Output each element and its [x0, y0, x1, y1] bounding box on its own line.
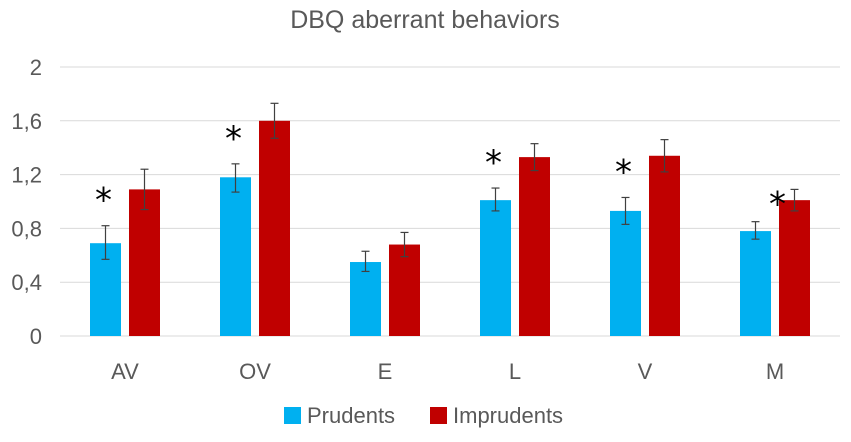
- bar-imprudents-v: [649, 155, 680, 336]
- legend-label-imprudents: Imprudents: [453, 403, 563, 428]
- bar-prudents-v: [610, 210, 641, 336]
- x-tick-label: E: [378, 359, 393, 384]
- y-tick-label: 0,4: [11, 270, 42, 295]
- bar-prudents-l: [480, 200, 511, 336]
- x-tick-label: AV: [111, 359, 139, 384]
- y-tick-label: 0,8: [11, 216, 42, 241]
- y-axis-ticks: 0 0,4 0,8 1,2 1,6 2: [11, 55, 42, 349]
- significance-star: *: [225, 119, 242, 159]
- significance-star: *: [485, 143, 502, 183]
- significance-star: *: [615, 152, 632, 192]
- y-tick-label: 1,6: [11, 109, 42, 134]
- legend-swatch-prudents: [284, 407, 301, 424]
- error-bars: [101, 102, 799, 273]
- bar-prudents-m: [740, 231, 771, 336]
- bar-prudents-ov: [220, 177, 251, 336]
- bars: [90, 120, 810, 336]
- chart-title: DBQ aberrant behaviors: [290, 6, 560, 34]
- bar-imprudents-e: [389, 244, 420, 336]
- bar-imprudents-ov: [259, 120, 290, 336]
- x-tick-label: L: [509, 359, 521, 384]
- y-tick-label: 0: [30, 324, 42, 349]
- y-tick-label: 1,2: [11, 163, 42, 188]
- legend: Prudents Imprudents: [284, 403, 563, 428]
- bar-imprudents-av: [129, 189, 160, 336]
- x-axis-ticks: AV OV E L V M: [111, 359, 784, 384]
- x-tick-label: OV: [239, 359, 271, 384]
- x-tick-label: V: [638, 359, 653, 384]
- x-tick-label: M: [766, 359, 784, 384]
- y-tick-label: 2: [30, 55, 42, 80]
- significance-markers: * * * * *: [95, 119, 786, 225]
- bar-imprudents-m: [779, 200, 810, 336]
- significance-star: *: [769, 184, 786, 224]
- significance-star: *: [95, 181, 112, 221]
- legend-swatch-imprudents: [430, 407, 447, 424]
- gridlines: [60, 66, 840, 337]
- bar-imprudents-l: [519, 157, 550, 336]
- legend-label-prudents: Prudents: [307, 403, 395, 428]
- bar-prudents-e: [350, 262, 381, 336]
